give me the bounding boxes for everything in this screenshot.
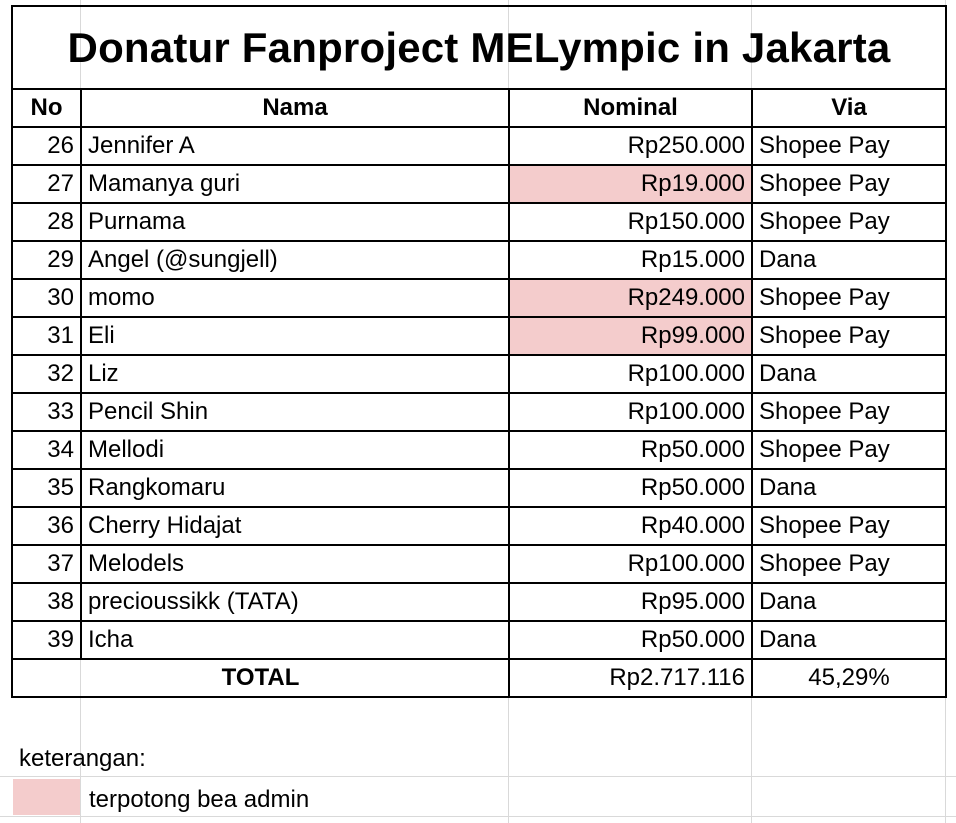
cell-via[interactable]: Shopee Pay [751,278,947,318]
table-row: 36 Cherry Hidajat Rp40.000 Shopee Pay [11,506,947,546]
cell-via[interactable]: Shopee Pay [751,544,947,584]
table-row: 37 Melodels Rp100.000 Shopee Pay [11,544,947,584]
table-row: 33 Pencil Shin Rp100.000 Shopee Pay [11,392,947,432]
cell-no[interactable]: 35 [11,468,82,508]
cell-via[interactable]: Shopee Pay [751,164,947,204]
legend-label-admin-fee[interactable]: terpotong bea admin [89,786,310,813]
cell-name[interactable]: Jennifer A [80,126,510,166]
cell-nominal[interactable]: Rp249.000 [508,278,753,318]
sheet-title[interactable]: Donatur Fanproject MELympic in Jakarta [11,5,947,90]
cell-via[interactable]: Shopee Pay [751,392,947,432]
cell-name[interactable]: momo [80,278,510,318]
table-row: 38 precioussikk (TATA) Rp95.000 Dana [11,582,947,622]
cell-no[interactable]: 39 [11,620,82,660]
table-row: 39 Icha Rp50.000 Dana [11,620,947,660]
donor-table: Donatur Fanproject MELympic in Jakarta N… [11,5,947,698]
header-nominal[interactable]: Nominal [508,88,753,128]
gridline [0,776,956,777]
table-row: 35 Rangkomaru Rp50.000 Dana [11,468,947,508]
cell-via[interactable]: Shopee Pay [751,126,947,166]
header-no[interactable]: No [11,88,82,128]
cell-name[interactable]: Mamanya guri [80,164,510,204]
cell-no[interactable]: 32 [11,354,82,394]
cell-nominal[interactable]: Rp100.000 [508,392,753,432]
cell-via[interactable]: Dana [751,582,947,622]
cell-nominal[interactable]: Rp50.000 [508,620,753,660]
header-name[interactable]: Nama [80,88,510,128]
cell-no[interactable]: 38 [11,582,82,622]
table-row: 28 Purnama Rp150.000 Shopee Pay [11,202,947,242]
cell-name[interactable]: Eli [80,316,510,356]
cell-name[interactable]: precioussikk (TATA) [80,582,510,622]
cell-no[interactable]: 34 [11,430,82,470]
cell-name[interactable]: Liz [80,354,510,394]
cell-via[interactable]: Dana [751,620,947,660]
cell-name[interactable]: Melodels [80,544,510,584]
cell-via[interactable]: Shopee Pay [751,316,947,356]
header-row: No Nama Nominal Via [11,88,947,128]
table-row: 27 Mamanya guri Rp19.000 Shopee Pay [11,164,947,204]
cell-name[interactable]: Pencil Shin [80,392,510,432]
cell-no[interactable]: 36 [11,506,82,546]
cell-nominal[interactable]: Rp150.000 [508,202,753,242]
table-row: 31 Eli Rp99.000 Shopee Pay [11,316,947,356]
cell-no[interactable]: 37 [11,544,82,584]
cell-name[interactable]: Rangkomaru [80,468,510,508]
cell-nominal[interactable]: Rp40.000 [508,506,753,546]
cell-name[interactable]: Mellodi [80,430,510,470]
cell-via[interactable]: Dana [751,240,947,280]
cell-via[interactable]: Dana [751,354,947,394]
cell-via[interactable]: Dana [751,468,947,508]
cell-via[interactable]: Shopee Pay [751,430,947,470]
cell-name[interactable]: Icha [80,620,510,660]
gridline [0,816,956,817]
cell-no[interactable]: 26 [11,126,82,166]
cell-no[interactable]: 33 [11,392,82,432]
cell-via[interactable]: Shopee Pay [751,506,947,546]
total-percent[interactable]: 45,29% [751,658,947,698]
cell-nominal[interactable]: Rp95.000 [508,582,753,622]
table-row: 30 momo Rp249.000 Shopee Pay [11,278,947,318]
total-label[interactable]: TOTAL [11,658,510,698]
cell-nominal[interactable]: Rp19.000 [508,164,753,204]
header-via[interactable]: Via [751,88,947,128]
cell-no[interactable]: 31 [11,316,82,356]
cell-name[interactable]: Angel (@sungjell) [80,240,510,280]
cell-no[interactable]: 27 [11,164,82,204]
legend-swatch-admin-fee[interactable] [13,779,80,815]
total-nominal[interactable]: Rp2.717.116 [508,658,753,698]
table-row: 32 Liz Rp100.000 Dana [11,354,947,394]
total-row: TOTAL Rp2.717.116 45,29% [11,658,947,698]
cell-no[interactable]: 29 [11,240,82,280]
cell-nominal[interactable]: Rp99.000 [508,316,753,356]
cell-nominal[interactable]: Rp100.000 [508,354,753,394]
cell-nominal[interactable]: Rp100.000 [508,544,753,584]
cell-nominal[interactable]: Rp50.000 [508,430,753,470]
cell-name[interactable]: Cherry Hidajat [80,506,510,546]
table-row: 26 Jennifer A Rp250.000 Shopee Pay [11,126,947,166]
cell-no[interactable]: 28 [11,202,82,242]
cell-nominal[interactable]: Rp15.000 [508,240,753,280]
legend-heading[interactable]: keterangan: [19,745,146,772]
table-row: 29 Angel (@sungjell) Rp15.000 Dana [11,240,947,280]
cell-nominal[interactable]: Rp250.000 [508,126,753,166]
table-row: 34 Mellodi Rp50.000 Shopee Pay [11,430,947,470]
cell-name[interactable]: Purnama [80,202,510,242]
cell-nominal[interactable]: Rp50.000 [508,468,753,508]
cell-no[interactable]: 30 [11,278,82,318]
cell-via[interactable]: Shopee Pay [751,202,947,242]
